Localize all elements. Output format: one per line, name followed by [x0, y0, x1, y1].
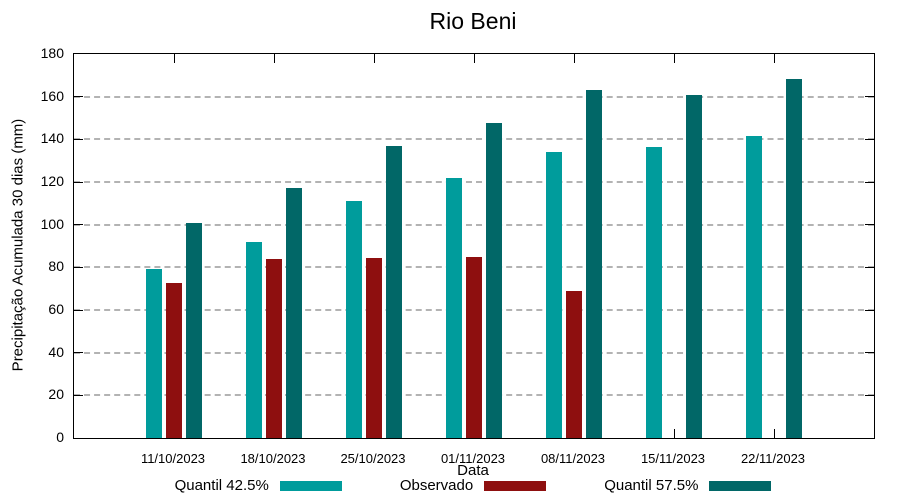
y-tick	[865, 309, 874, 311]
x-tick	[774, 429, 775, 438]
y-tick	[74, 181, 83, 183]
x-tick-label: 01/11/2023	[440, 451, 506, 466]
bar	[466, 256, 482, 438]
y-tick	[74, 394, 83, 396]
y-tick-label: 60	[48, 301, 64, 317]
y-tick	[865, 352, 874, 354]
bar	[146, 269, 162, 438]
legend-label: Quantil 57.5%	[604, 477, 699, 494]
y-tick	[74, 309, 83, 311]
x-tick-label: 15/11/2023	[640, 451, 706, 466]
y-tick	[74, 352, 83, 354]
gridline	[74, 95, 874, 98]
bar	[286, 188, 302, 438]
x-tick	[274, 54, 275, 63]
legend-item: Observado	[399, 477, 547, 494]
legend-swatch	[484, 480, 547, 491]
bar	[346, 201, 362, 438]
bar	[486, 123, 502, 438]
y-tick-label: 100	[40, 215, 64, 232]
y-tick	[865, 394, 874, 396]
bar	[246, 241, 262, 438]
x-tick	[174, 54, 175, 63]
x-tick-label: 08/11/2023	[540, 451, 606, 466]
bar	[586, 90, 602, 438]
y-tick	[74, 96, 83, 98]
bar	[446, 177, 462, 438]
y-tick	[865, 181, 874, 183]
gridline	[74, 138, 874, 141]
x-axis-label: Data	[457, 462, 489, 479]
y-tick-label: 140	[40, 130, 64, 147]
legend-swatch	[279, 480, 342, 491]
x-tick-label: 11/10/2023	[140, 451, 206, 466]
x-tick	[374, 54, 375, 63]
bar	[186, 222, 202, 438]
y-tick-label: 0	[56, 429, 64, 445]
plot-area	[73, 53, 875, 439]
bar	[546, 152, 562, 438]
y-tick	[865, 138, 874, 140]
x-tick	[574, 54, 575, 63]
bar	[166, 283, 182, 438]
y-tick-label: 80	[48, 258, 64, 275]
legend-label: Observado	[399, 477, 474, 494]
y-tick	[865, 224, 874, 226]
legend: Quantil 42.5% Observado Quantil 57.5%	[73, 477, 873, 494]
y-tick-label: 120	[40, 173, 64, 189]
legend-label: Quantil 42.5%	[174, 477, 269, 494]
gridline	[74, 181, 874, 183]
x-tick	[774, 54, 775, 63]
y-tick-label: 40	[48, 343, 64, 360]
y-tick	[74, 224, 83, 226]
bar	[566, 290, 582, 438]
y-tick	[74, 266, 83, 268]
x-tick	[674, 429, 675, 438]
bar	[746, 136, 762, 438]
y-tick-label: 20	[48, 386, 64, 403]
bar	[386, 145, 402, 438]
x-tick	[674, 54, 675, 63]
y-tick	[865, 266, 874, 268]
bar	[266, 258, 282, 438]
bar	[646, 146, 662, 438]
y-tick	[865, 96, 874, 98]
legend-item: Quantil 57.5%	[604, 477, 772, 494]
legend-swatch	[709, 480, 772, 491]
x-tick-label: 22/11/2023	[740, 451, 806, 466]
legend-item: Quantil 42.5%	[175, 477, 342, 494]
y-tick	[74, 138, 83, 140]
x-tick-label: 25/10/2023	[340, 451, 406, 466]
bar	[686, 94, 702, 438]
x-tick	[474, 54, 475, 63]
y-tick-label: 180	[40, 45, 64, 61]
x-tick-label: 18/10/2023	[240, 451, 306, 466]
y-axis-label: Precipitação Acumulada 30 dias (mm)	[9, 118, 27, 372]
bar	[366, 257, 382, 438]
gridline	[74, 223, 874, 226]
chart-title: Rio Beni	[429, 8, 517, 34]
y-tick-label: 160	[40, 87, 64, 104]
bar	[786, 78, 802, 438]
